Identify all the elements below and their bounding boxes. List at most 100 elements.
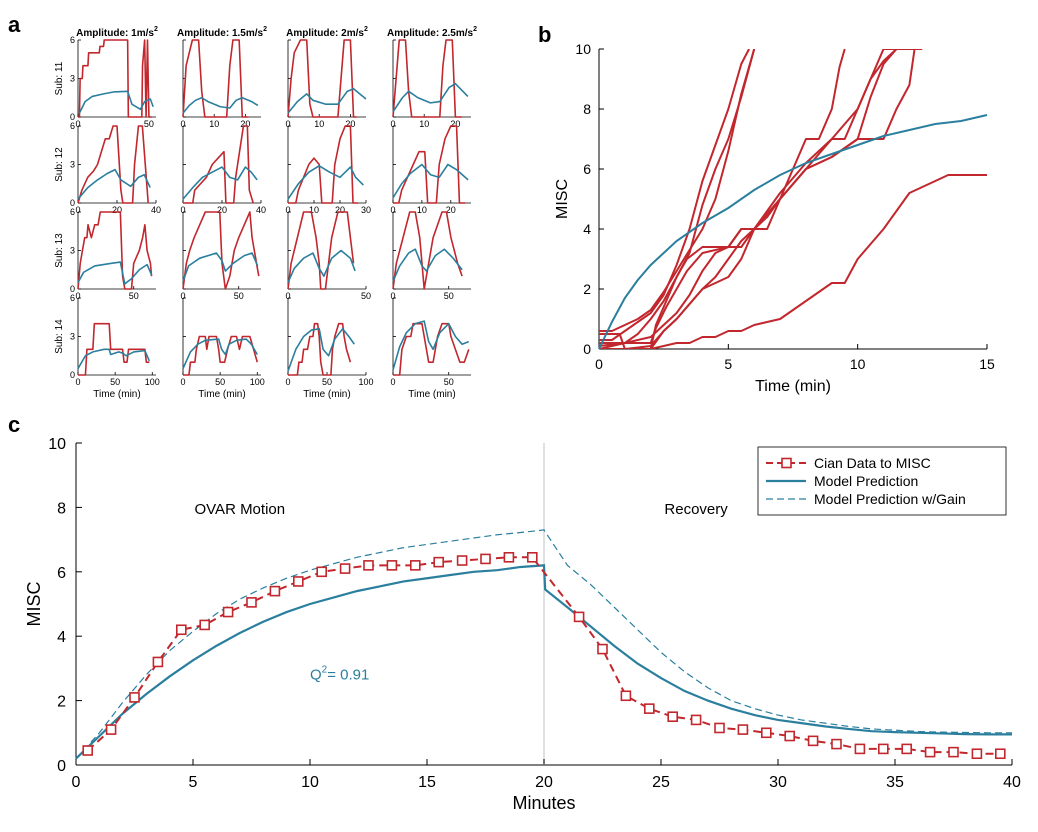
legend-label-1: Model Prediction [814, 473, 918, 489]
subject-curve-6 [599, 49, 916, 349]
model-line [287, 164, 364, 200]
x-axis-label: Time (min) [198, 389, 245, 400]
x-tick-label: 0 [595, 356, 603, 372]
data-point [386, 560, 398, 571]
model-gain-line [75, 529, 1012, 759]
x-tick-label: 25 [652, 774, 670, 791]
x-tick-label: 20 [450, 119, 460, 129]
x-tick-label: 50 [215, 377, 225, 387]
subject-data-line [393, 322, 470, 376]
data-point [269, 585, 281, 597]
y-tick-label: 0 [583, 341, 591, 357]
recovery-label: Recovery [664, 501, 728, 518]
panel-c-chart: 0 2 4 6 8 10 0 5 10 15 20 25 30 35 40 Minutes MISC OVAR M… [24, 436, 1021, 813]
model-line [287, 327, 355, 372]
y-axis-label: MISC [554, 179, 571, 219]
y-tick-label: 6 [70, 35, 75, 45]
subject-number-1: 12 [54, 147, 65, 159]
data-point [129, 692, 140, 703]
model-line [392, 163, 469, 199]
subject-data-line [288, 322, 352, 376]
subject-data-line [77, 125, 149, 204]
x-tick-label: 100 [250, 377, 265, 387]
subplot-r2-c1: 0 50 [180, 211, 261, 301]
data-point [854, 743, 866, 755]
model-line [182, 96, 259, 114]
subject-curve-8 [599, 174, 987, 349]
subject-curve-4 [599, 49, 898, 349]
x-tick-label: 10 [209, 119, 219, 129]
x-axis-label: Time (min) [93, 389, 140, 400]
subject-data-line [287, 39, 357, 118]
subplot-r1-c3: 0 10 20 [390, 125, 471, 215]
x-tick-label: 10 [309, 205, 319, 215]
col-title-sup-0: 2 [154, 26, 158, 33]
model-line [392, 248, 463, 282]
data-point [456, 555, 468, 566]
y-tick-label: 0 [70, 284, 75, 294]
data-line [87, 556, 1001, 755]
legend-label-2: Model Prediction w/Gain [814, 491, 966, 507]
x-tick-label: 0 [285, 119, 290, 129]
x-tick-label: 0 [390, 205, 395, 215]
y-axis-label: MISC [24, 581, 44, 626]
x-tick-label: 0 [285, 205, 290, 215]
data-point [994, 748, 1006, 760]
subject-prefix-3: Sub: [54, 330, 65, 353]
x-tick-label: 20 [535, 774, 553, 791]
data-point [737, 724, 749, 735]
y-tick-label: 6 [70, 121, 75, 131]
subject-data-line [78, 39, 152, 118]
data-point [971, 748, 983, 760]
subject-data-line [287, 211, 355, 290]
subject-curve-1 [599, 49, 756, 332]
subject-data-line [183, 125, 254, 204]
subplot-r2-c3: 0 50 [390, 211, 471, 301]
x-tick-label: 20 [345, 119, 355, 129]
y-tick-label: 0 [70, 370, 75, 380]
x-tick-label: 50 [110, 377, 120, 387]
x-axis-label: Time (min) [408, 389, 455, 400]
data-point [643, 703, 655, 714]
x-tick-label: 15 [418, 774, 436, 791]
col-title-sup-3: 2 [473, 26, 477, 33]
subject-label-2: Sub: 13 [54, 233, 65, 268]
subject-label-3: Sub: 14 [54, 319, 65, 354]
data-point [597, 643, 608, 655]
x-tick-label: 0 [285, 291, 290, 301]
motion-label: OVAR Motion [195, 501, 286, 518]
subject-data-line [393, 125, 466, 204]
model-line [77, 168, 151, 200]
data-point [292, 576, 304, 587]
model-line [392, 320, 470, 371]
col-title-2: Amplitude: 2m/s2 [286, 26, 368, 39]
y-tick-label: 4 [583, 221, 591, 237]
x-tick-label: 50 [444, 291, 454, 301]
subject-data-line [392, 211, 463, 290]
data-point [176, 624, 187, 636]
x-tick-label: 40 [256, 205, 266, 215]
x-tick-label: 0 [72, 774, 81, 791]
data-point [784, 730, 796, 742]
x-tick-label: 50 [322, 377, 332, 387]
data-point [831, 738, 842, 750]
subject-data-line [288, 125, 359, 204]
x-tick-label: 0 [390, 291, 395, 301]
data-point [480, 553, 491, 565]
x-tick-label: 0 [390, 377, 395, 387]
x-tick-label: 10 [417, 205, 427, 215]
y-tick-label: 0 [70, 198, 75, 208]
panel-label-c: c [8, 412, 20, 437]
x-tick-label: 5 [189, 774, 198, 791]
subject-number-0: 11 [54, 61, 65, 72]
data-point [948, 746, 959, 758]
x-tick-label: 50 [361, 291, 371, 301]
y-tick-label: 8 [57, 500, 66, 517]
q2-base: Q [310, 667, 322, 684]
model-curve [598, 114, 988, 350]
x-tick-label: 0 [75, 205, 80, 215]
data-point [246, 597, 257, 608]
